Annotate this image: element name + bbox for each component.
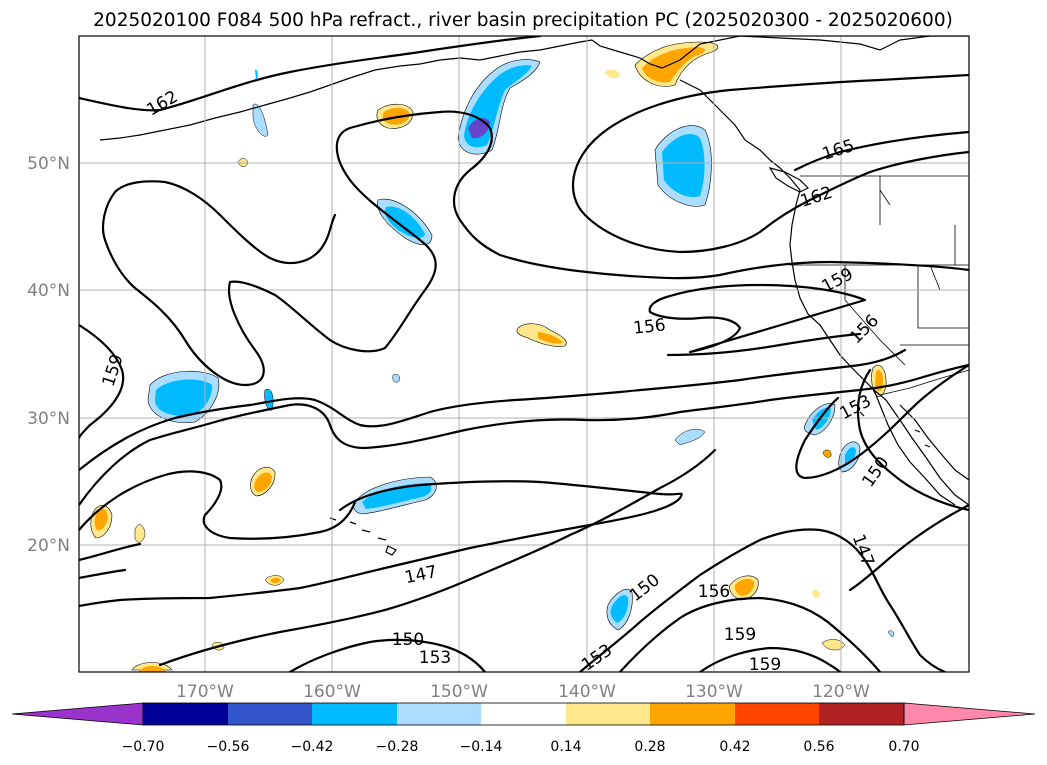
- colorbar-segment: [312, 703, 397, 725]
- baja-california: [873, 389, 956, 506]
- pos-blob-175w-22n: [134, 524, 146, 543]
- islands-south: [859, 411, 931, 448]
- contour-156-south: [618, 596, 882, 672]
- contour-153-south: [288, 638, 487, 672]
- colorbar-tick-label: −0.28: [376, 739, 419, 755]
- contour-156-mid: [79, 363, 969, 507]
- colorbar-segment: [566, 703, 650, 725]
- contour-label: 150: [392, 630, 424, 650]
- colorbar-segment: [735, 703, 819, 725]
- contour-lines: [79, 36, 969, 672]
- neg-blob-west-30n-core: [155, 379, 213, 417]
- colorbar-tick-label: −0.14: [460, 739, 503, 755]
- shaded-field: [90, 41, 894, 672]
- colorbar-tick-label: −0.42: [291, 739, 334, 755]
- colorbar-tick-label: 0.14: [550, 739, 581, 755]
- contour-159-south: [698, 646, 842, 672]
- contour-label: 156: [698, 582, 730, 602]
- colorbar-segment: [397, 703, 481, 725]
- pos-blob-145w-36n-core: [538, 332, 563, 344]
- neg-blob-130w-52n-core: [662, 133, 705, 198]
- contour-label: 153: [419, 648, 451, 668]
- pos-blob-122w-27n: [822, 449, 832, 458]
- colorbar-tick-label: 0.56: [803, 739, 834, 755]
- neg-blob-119w-27n-core: [845, 447, 856, 466]
- pos-blob-123w-16n: [812, 589, 820, 599]
- vancouver-island: [768, 167, 810, 193]
- contour-label: 159: [724, 625, 756, 645]
- contour-150-south: [578, 528, 947, 672]
- contour-153: [79, 348, 907, 472]
- neg-blob-115w-18n: [887, 630, 894, 638]
- hawaii: [329, 517, 397, 556]
- colorbar-segment: [228, 703, 312, 725]
- colorbar-tick-label: −0.70: [122, 739, 165, 755]
- map-frame: [78, 35, 970, 673]
- pos-blob-164w-25n-core: [254, 472, 272, 492]
- pos-blob-118w-33n-core: [875, 369, 884, 392]
- contour-147: [158, 368, 969, 667]
- colorbar-tick-label: −0.56: [207, 739, 250, 755]
- lon-label: 140°W: [558, 682, 616, 702]
- colorbar-frame: [142, 702, 905, 726]
- colorbar-segment: [143, 703, 228, 725]
- contour-159-big: [79, 110, 969, 440]
- map-panel: 162 165 162 159 156 156 153 150 159 147 …: [79, 36, 969, 675]
- contour-147-east: [848, 503, 969, 592]
- colorbar-tick-label: 0.42: [719, 739, 750, 755]
- alaska-south: [459, 39, 593, 61]
- aleutians: [99, 57, 461, 141]
- lon-label: 150°W: [430, 682, 488, 702]
- lon-label: 170°W: [176, 682, 234, 702]
- contour-162-east: [571, 73, 969, 254]
- contour-150-mid: [79, 363, 969, 608]
- neg-blob-165w-55n: [252, 103, 269, 137]
- neg-blob-165w-60n: [255, 69, 258, 80]
- lon-label: 160°W: [303, 682, 361, 702]
- pos-blob-120w-12n: [821, 639, 846, 651]
- contour-162-north: [79, 36, 542, 112]
- colorbar-segment: [819, 703, 904, 725]
- lat-label: 40°N: [27, 281, 70, 301]
- neg-blob-152w-31n: [392, 374, 400, 383]
- pos-blob-172w-10n-core: [138, 666, 166, 672]
- colorbar-segment: [650, 703, 735, 725]
- latitude-labels: 50°N 40°N 30°N 20°N: [27, 154, 70, 556]
- coastlines: [99, 36, 969, 556]
- pos-blob-130w-58n-core: [642, 47, 706, 83]
- pos-blob-178w-22n-core: [94, 508, 108, 531]
- contour-label: 159: [749, 655, 781, 675]
- colorbar-tick-label: 0.70: [888, 739, 919, 755]
- lat-label: 20°N: [27, 536, 70, 556]
- figure-title: 2025020100 F084 500 hPa refract., river …: [93, 10, 953, 31]
- colorbar-segment: [481, 703, 566, 725]
- neg-blob-156w-45n-core: [384, 206, 425, 238]
- colorbar: −0.70 −0.56 −0.42 −0.28 −0.14 0.14 0.28 …: [11, 702, 1036, 755]
- pos-blob-128w-17n-core: [734, 578, 755, 596]
- pos-blob-140w-57n: [605, 69, 620, 79]
- colorbar-extend-high: [903, 702, 1036, 726]
- neg-blob-136w-28n: [674, 429, 706, 446]
- contour-label: 156: [632, 315, 666, 338]
- colorbar-tick-label: 0.28: [634, 739, 665, 755]
- colorbar-extend-low: [11, 702, 144, 726]
- neg-blob-152w-23n-core: [362, 483, 432, 509]
- lat-label: 50°N: [27, 154, 70, 174]
- lat-label: 30°N: [27, 409, 70, 429]
- north-america-coast: [591, 36, 969, 506]
- contour-156-loop: [648, 283, 867, 357]
- neg-blob-136w-13n-core: [610, 595, 629, 623]
- contour-165-east: [793, 130, 969, 172]
- colorbar-ticks: −0.70 −0.56 −0.42 −0.28 −0.14 0.14 0.28 …: [122, 739, 920, 755]
- lon-label: 130°W: [685, 682, 743, 702]
- neg-blob-164w: [264, 388, 274, 411]
- lon-label: 120°W: [812, 682, 870, 702]
- state-borders: [790, 176, 969, 366]
- contour-150-lower-west: [79, 542, 142, 580]
- longitude-labels: 170°W 160°W 150°W 140°W 130°W 120°W: [176, 682, 870, 702]
- pos-blob-165w-16n-core: [270, 577, 281, 584]
